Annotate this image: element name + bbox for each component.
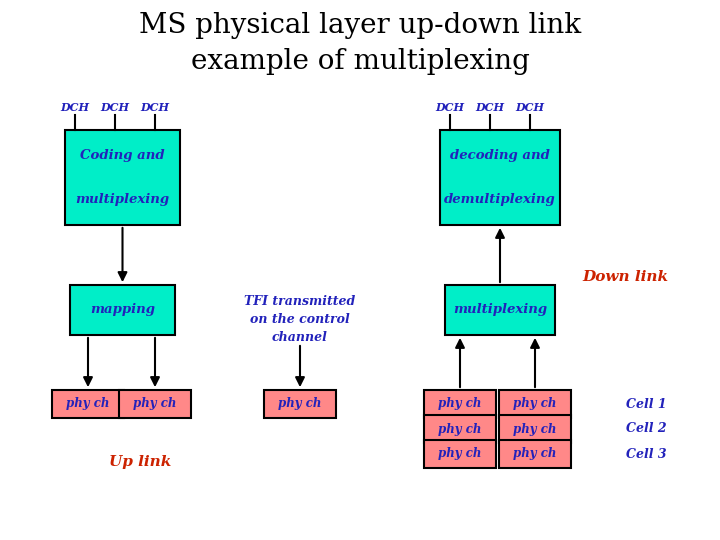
Text: mapping: mapping (90, 303, 155, 316)
Bar (65, 130, 180, 225)
Text: phy ch: phy ch (438, 448, 482, 461)
Text: phy ch: phy ch (438, 397, 482, 410)
Text: phy ch: phy ch (438, 422, 482, 435)
Text: DCH: DCH (436, 102, 464, 113)
Text: MS physical layer up-down link: MS physical layer up-down link (139, 12, 581, 39)
Bar (440, 130, 560, 225)
Text: Cell 2: Cell 2 (626, 422, 667, 435)
Bar (424, 390, 496, 418)
Text: Coding and

multiplexing: Coding and multiplexing (76, 149, 170, 206)
Text: multiplexing: multiplexing (453, 303, 547, 316)
Text: example of multiplexing: example of multiplexing (191, 48, 529, 75)
Text: phy ch: phy ch (513, 397, 557, 410)
Bar (499, 390, 571, 418)
Text: phy ch: phy ch (66, 397, 109, 410)
Text: decoding and

demultiplexing: decoding and demultiplexing (444, 149, 556, 206)
Text: Cell 1: Cell 1 (626, 397, 667, 410)
Text: phy ch: phy ch (513, 422, 557, 435)
Text: Up link: Up link (109, 455, 171, 469)
Bar (424, 415, 496, 443)
Bar (264, 390, 336, 418)
Text: DCH: DCH (60, 102, 89, 113)
Bar (445, 285, 555, 335)
Text: phy ch: phy ch (133, 397, 176, 410)
Bar (119, 390, 191, 418)
Text: phy ch: phy ch (513, 448, 557, 461)
Text: DCH: DCH (516, 102, 544, 113)
Text: Down link: Down link (582, 270, 668, 284)
Bar (70, 285, 175, 335)
Text: DCH: DCH (101, 102, 130, 113)
Text: TFI transmitted
on the control
channel: TFI transmitted on the control channel (244, 295, 356, 344)
Text: phy ch: phy ch (279, 397, 322, 410)
Bar (424, 440, 496, 468)
Bar (499, 440, 571, 468)
Bar (52, 390, 124, 418)
Text: DCH: DCH (140, 102, 169, 113)
Bar (499, 415, 571, 443)
Text: DCH: DCH (475, 102, 505, 113)
Text: Cell 3: Cell 3 (626, 448, 667, 461)
